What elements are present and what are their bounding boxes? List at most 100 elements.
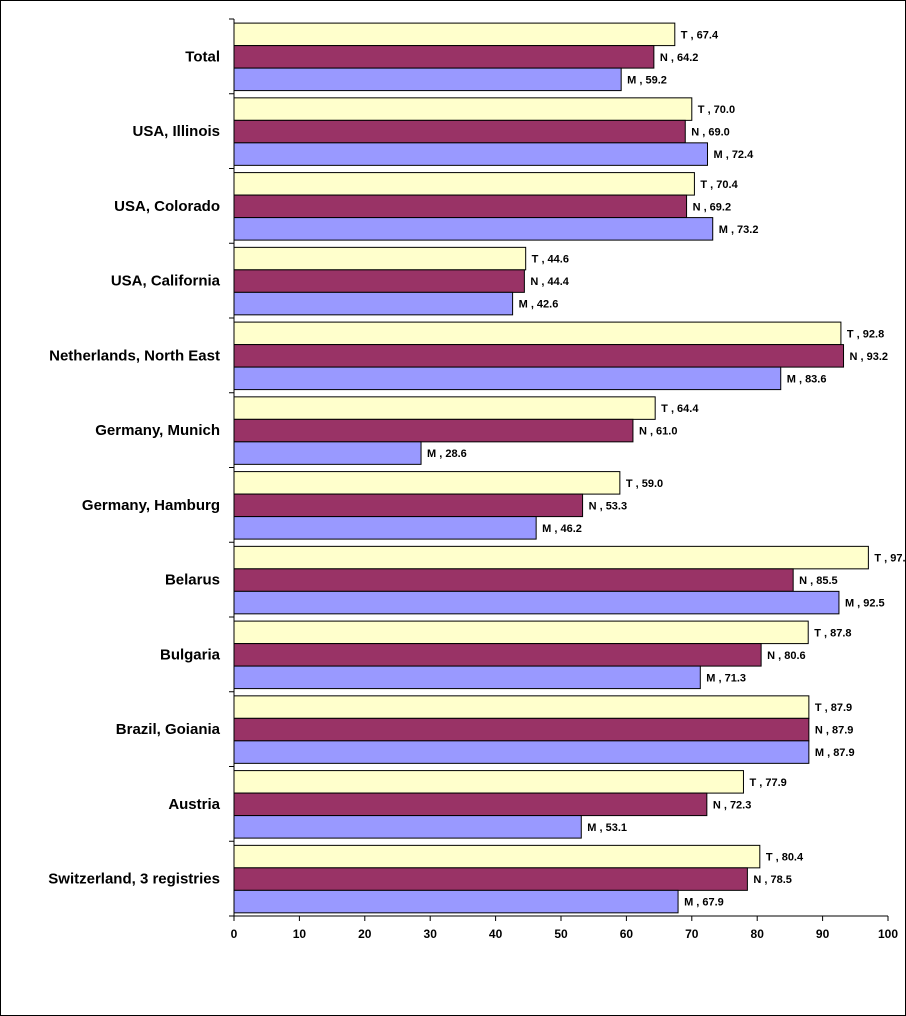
data-label-m-usa-colorado: M , 73.2	[719, 224, 759, 236]
data-label-n-germany-munich: N , 61.0	[639, 426, 678, 438]
x-tick-label-20: 20	[358, 927, 372, 941]
bar-m-netherlands-north-east	[233, 366, 782, 391]
data-label-t-germany-munich: T , 64.4	[661, 403, 699, 415]
bar-m-austria	[233, 815, 582, 839]
bar-t-switzerland-3-registries	[233, 844, 761, 869]
data-label-n-usa-illinois: N , 69.0	[691, 127, 730, 139]
bar-n-brazil-goiania	[233, 717, 810, 742]
x-tick-label-60: 60	[620, 927, 634, 941]
data-label-t-germany-hamburg: T , 59.0	[626, 478, 663, 490]
data-label-t-netherlands-north-east: T , 92.8	[847, 328, 884, 340]
bar-t-germany-munich	[233, 396, 656, 420]
data-labels: T , 67.4 N , 64.2 M , 59.2 T , 70.0 N , 69.0…	[427, 29, 905, 908]
bar-t-belarus	[233, 545, 869, 570]
data-label-t-austria: T , 77.9	[749, 777, 786, 789]
bar-n-netherlands-north-east	[233, 344, 845, 368]
data-label-m-total: M , 59.2	[627, 74, 667, 86]
data-label-n-total: N , 64.2	[660, 52, 699, 64]
data-label-t-usa-california: T , 44.6	[532, 254, 569, 266]
category-label-germany-munich: Germany, Munich	[95, 422, 220, 439]
data-label-n-austria: N , 72.3	[713, 799, 752, 811]
category-labels: Total USA, Illinois USA, Colorado USA, Cali…	[48, 48, 220, 887]
x-tick-label-90: 90	[816, 927, 830, 941]
data-label-m-usa-california: M , 42.6	[519, 299, 559, 311]
category-label-bulgaria: Bulgaria	[160, 646, 221, 663]
bar-n-germany-hamburg	[233, 493, 584, 518]
x-tick-label-50: 50	[554, 927, 568, 941]
category-label-usa-illinois: USA, Illinois	[132, 123, 220, 140]
category-label-total: Total	[185, 48, 220, 65]
x-tick-label-100: 100	[878, 927, 898, 941]
data-label-m-belarus: M , 92.5	[845, 598, 885, 610]
bar-n-belarus	[233, 568, 794, 592]
data-label-t-belarus: T , 97.0	[874, 553, 905, 565]
x-tick-label-70: 70	[685, 927, 699, 941]
category-label-usa-california: USA, California	[111, 273, 221, 290]
category-label-switzerland-3-registries: Switzerland, 3 registries	[48, 871, 220, 888]
bar-n-austria	[233, 792, 708, 817]
data-label-n-netherlands-north-east: N , 93.2	[850, 351, 889, 363]
data-label-t-bulgaria: T , 87.8	[814, 627, 851, 639]
bar-m-germany-hamburg	[233, 516, 537, 540]
data-label-m-switzerland-3-registries: M , 67.9	[684, 897, 724, 909]
bar-m-switzerland-3-registries	[233, 889, 679, 914]
data-label-n-belarus: N , 85.5	[799, 575, 838, 587]
x-tick-label-10: 10	[293, 927, 307, 941]
bar-m-belarus	[233, 590, 840, 615]
data-label-t-brazil-goiania: T , 87.9	[815, 702, 852, 714]
data-label-n-usa-colorado: N , 69.2	[693, 201, 732, 213]
data-label-m-netherlands-north-east: M , 83.6	[787, 373, 827, 385]
bar-n-total	[233, 45, 655, 69]
bar-m-usa-illinois	[233, 142, 708, 166]
bar-t-bulgaria	[233, 620, 809, 645]
data-label-m-bulgaria: M , 71.3	[706, 672, 746, 684]
x-tick-label-40: 40	[489, 927, 503, 941]
data-label-t-usa-illinois: T , 70.0	[698, 104, 735, 116]
bar-t-usa-california	[233, 246, 527, 271]
data-label-m-austria: M , 53.1	[587, 822, 627, 834]
bar-n-germany-munich	[233, 418, 634, 443]
bar-t-usa-illinois	[233, 97, 693, 121]
category-label-austria: Austria	[168, 796, 220, 813]
data-label-n-germany-hamburg: N , 53.3	[589, 500, 628, 512]
bar-n-bulgaria	[233, 643, 762, 667]
data-label-t-total: T , 67.4	[681, 29, 719, 41]
bar-n-usa-illinois	[233, 119, 686, 144]
data-label-n-switzerland-3-registries: N , 78.5	[753, 874, 792, 886]
data-label-n-usa-california: N , 44.4	[530, 276, 569, 288]
data-label-t-usa-colorado: T , 70.4	[700, 179, 738, 191]
bar-m-total	[233, 67, 622, 92]
category-label-brazil-goiania: Brazil, Goiania	[116, 721, 221, 738]
bar-t-germany-hamburg	[233, 471, 621, 495]
bar-m-brazil-goiania	[233, 740, 810, 764]
bar-m-usa-california	[233, 291, 514, 316]
category-label-usa-colorado: USA, Colorado	[114, 198, 220, 215]
data-label-m-brazil-goiania: M , 87.9	[815, 747, 855, 759]
bar-m-bulgaria	[233, 665, 701, 690]
axes	[229, 18, 889, 921]
bar-n-usa-colorado	[233, 194, 688, 219]
data-label-n-brazil-goiania: N , 87.9	[815, 725, 854, 737]
category-label-belarus: Belarus	[165, 572, 220, 589]
x-tick-label-80: 80	[751, 927, 765, 941]
data-label-n-bulgaria: N , 80.6	[767, 650, 806, 662]
category-label-netherlands-north-east: Netherlands, North East	[49, 347, 220, 364]
bar-n-switzerland-3-registries	[233, 867, 748, 891]
bar-n-usa-california	[233, 269, 525, 293]
category-label-germany-hamburg: Germany, Hamburg	[82, 497, 220, 514]
bar-m-usa-colorado	[233, 217, 714, 241]
bar-t-brazil-goiania	[233, 695, 810, 719]
bar-t-netherlands-north-east	[233, 321, 842, 346]
bar-t-total	[233, 22, 676, 47]
x-tick-labels: 0 10 20 30 40 50 60 70 80 90 100	[231, 927, 899, 941]
data-label-m-usa-illinois: M , 72.4	[713, 149, 754, 161]
bar-m-germany-munich	[233, 441, 422, 465]
data-label-m-germany-munich: M , 28.6	[427, 448, 467, 460]
bar-t-austria	[233, 770, 744, 794]
x-tick-label-0: 0	[231, 927, 238, 941]
data-label-t-switzerland-3-registries: T , 80.4	[766, 852, 804, 864]
bar-t-usa-colorado	[233, 172, 695, 196]
x-tick-label-30: 30	[424, 927, 438, 941]
